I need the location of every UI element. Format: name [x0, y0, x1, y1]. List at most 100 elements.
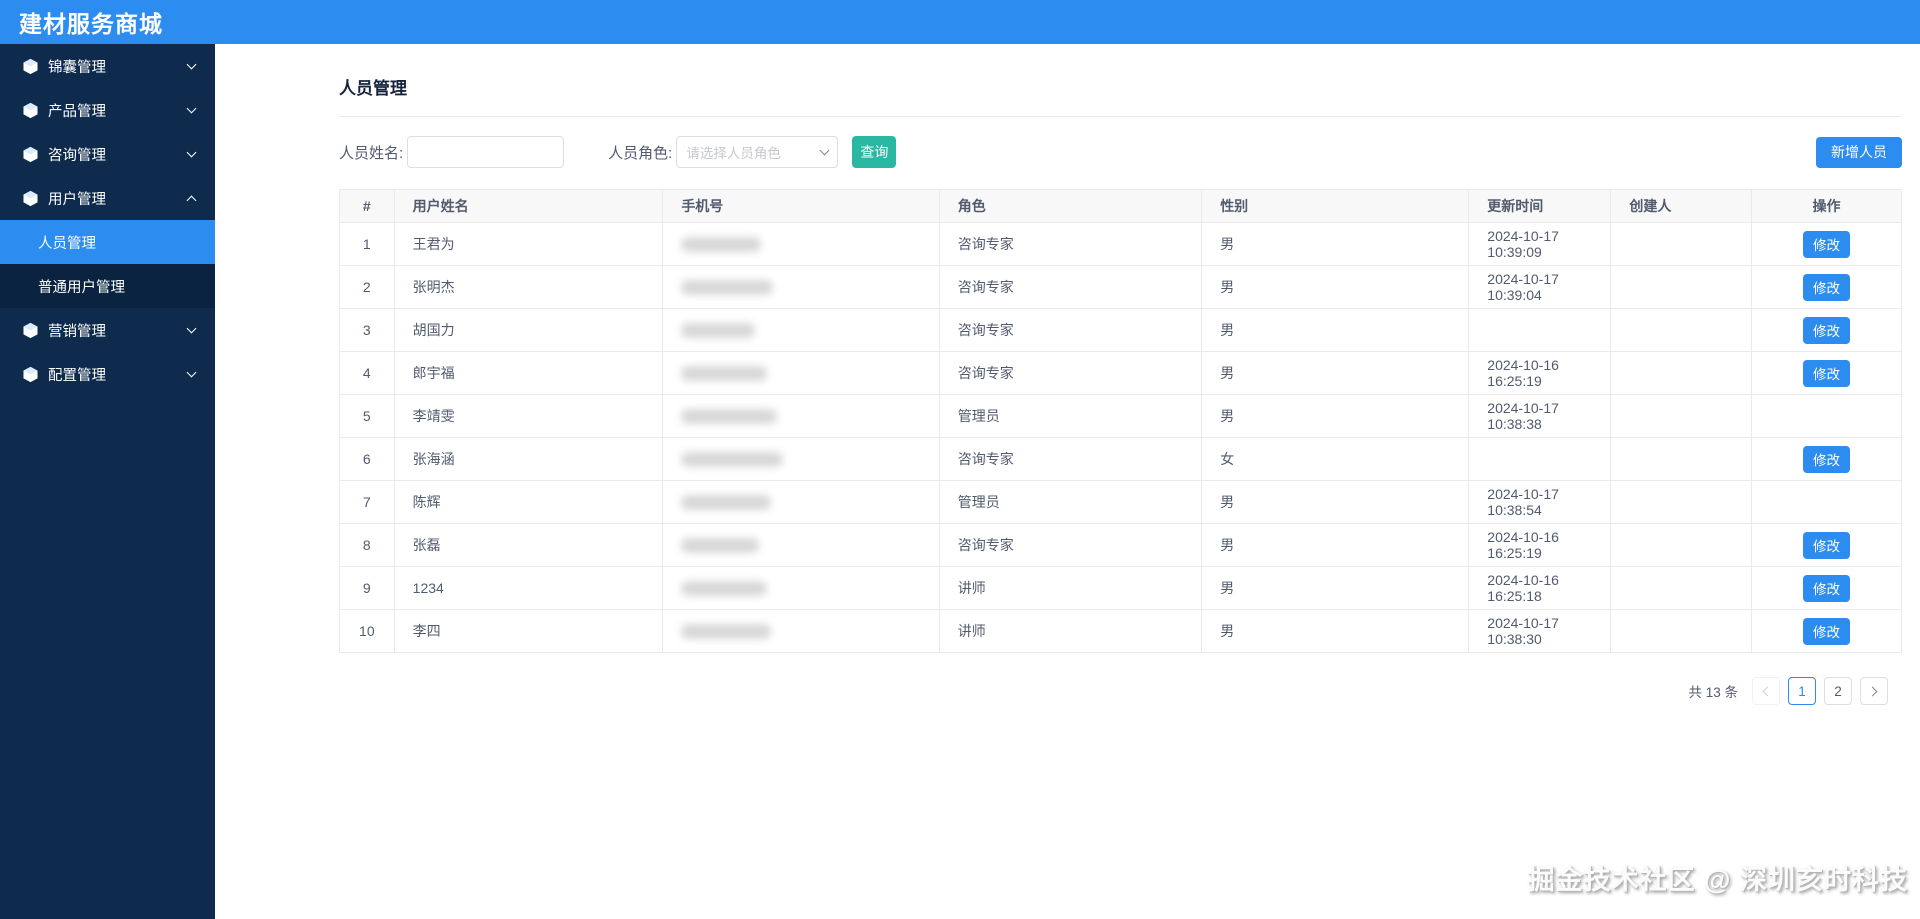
cell-index: 6 — [339, 437, 395, 481]
cell-phone — [662, 351, 940, 395]
cell-phone — [662, 480, 940, 524]
page-title: 人员管理 — [339, 58, 1902, 117]
pagination-next-button[interactable] — [1860, 677, 1888, 705]
cell-creator — [1610, 222, 1752, 266]
sidebar-item-config[interactable]: 配置管理 — [0, 352, 215, 396]
table-row: 9 1234 讲师 男 2024-10-16 16:25:18 修改 — [339, 566, 1902, 610]
cell-actions: 修改 — [1751, 222, 1902, 266]
search-button[interactable]: 查询 — [852, 136, 897, 168]
sidebar-item-user[interactable]: 用户管理 — [0, 176, 215, 220]
cell-creator — [1610, 437, 1752, 481]
sidebar-item-jinnang[interactable]: 锦囊管理 — [0, 44, 215, 88]
col-gender: 性别 — [1201, 189, 1470, 223]
cell-phone — [662, 566, 940, 610]
edit-button[interactable]: 修改 — [1803, 359, 1850, 387]
role-filter-label: 人员角色: — [608, 144, 673, 162]
sidebar-subitem-label: 人员管理 — [38, 235, 96, 252]
cell-index: 5 — [339, 394, 395, 438]
sidebar-subitem-label: 普通用户管理 — [38, 279, 125, 296]
cell-updated: 2024-10-17 10:39:04 — [1468, 265, 1612, 309]
cube-icon — [23, 102, 38, 118]
cell-creator — [1610, 609, 1752, 653]
edit-button[interactable]: 修改 — [1803, 316, 1850, 344]
sidebar-item-product[interactable]: 产品管理 — [0, 88, 215, 132]
filter-bar: 人员姓名: 人员角色: 请选择人员角色 查询 新增人员 — [339, 136, 1902, 168]
name-filter-input[interactable] — [407, 136, 565, 168]
col-phone: 手机号 — [662, 189, 940, 223]
role-filter-select[interactable]: 请选择人员角色 — [676, 136, 839, 168]
cell-index: 7 — [339, 480, 395, 524]
chevron-left-icon — [1762, 686, 1773, 696]
sidebar-item-personnel[interactable]: 人员管理 — [0, 220, 215, 264]
cell-index: 8 — [339, 523, 395, 567]
sidebar-item-label: 营销管理 — [48, 323, 106, 340]
edit-button[interactable]: 修改 — [1803, 230, 1850, 258]
pagination-page-2[interactable]: 2 — [1824, 677, 1852, 705]
cell-name: 1234 — [393, 566, 664, 610]
cube-icon — [23, 58, 38, 74]
cell-gender: 男 — [1201, 351, 1470, 395]
cell-updated: 2024-10-17 10:38:30 — [1468, 609, 1612, 653]
cell-updated — [1468, 308, 1612, 352]
edit-button[interactable]: 修改 — [1803, 617, 1850, 645]
cell-updated: 2024-10-17 10:38:54 — [1468, 480, 1612, 524]
add-personnel-button[interactable]: 新增人员 — [1816, 136, 1902, 168]
cell-name: 陈辉 — [393, 480, 664, 524]
cell-index: 2 — [339, 265, 395, 309]
cell-gender: 女 — [1201, 437, 1470, 481]
sidebar: 锦囊管理 产品管理 咨询管理 用户管理 人员管理 普通用户管理 — [0, 44, 215, 919]
watermark: 掘金技术社区 @ 深圳亥时科技 — [1527, 865, 1908, 895]
sidebar-item-label: 锦囊管理 — [48, 59, 106, 76]
table-row: 3 胡国力 咨询专家 男 修改 — [339, 308, 1902, 352]
col-actions: 操作 — [1751, 189, 1902, 223]
cell-creator — [1610, 523, 1752, 567]
pagination-page-1[interactable]: 1 — [1788, 677, 1816, 705]
table-row: 1 王君为 咨询专家 男 2024-10-17 10:39:09 修改 — [339, 222, 1902, 266]
cell-index: 9 — [339, 566, 395, 610]
chevron-up-icon — [186, 195, 197, 205]
cell-actions: 修改 — [1751, 566, 1902, 610]
cell-gender: 男 — [1201, 609, 1470, 653]
cell-creator — [1610, 566, 1752, 610]
edit-button[interactable]: 修改 — [1803, 273, 1850, 301]
main-content: 人员管理 人员姓名: 人员角色: 请选择人员角色 查询 新增人员 — [215, 44, 1920, 919]
chevron-down-icon — [819, 145, 830, 156]
col-updated: 更新时间 — [1468, 189, 1612, 223]
pagination-prev-button[interactable] — [1752, 677, 1780, 705]
table-row: 6 张海涵 咨询专家 女 修改 — [339, 437, 1902, 481]
phone-redacted — [681, 408, 778, 424]
cell-role: 管理员 — [938, 480, 1203, 524]
cell-role: 咨询专家 — [938, 523, 1203, 567]
cell-gender: 男 — [1201, 523, 1470, 567]
app-title: 建材服务商城 — [19, 11, 163, 37]
phone-redacted — [681, 580, 768, 596]
cell-updated: 2024-10-17 10:38:38 — [1468, 394, 1612, 438]
cell-creator — [1610, 308, 1752, 352]
sidebar-item-marketing[interactable]: 营销管理 — [0, 308, 215, 352]
pagination-total: 共 13 条 — [1688, 685, 1738, 700]
cell-creator — [1610, 351, 1752, 395]
sidebar-item-label: 咨询管理 — [48, 147, 106, 164]
cell-actions: 修改 — [1751, 523, 1902, 567]
cell-name: 张磊 — [393, 523, 664, 567]
edit-button[interactable]: 修改 — [1803, 531, 1850, 559]
edit-button[interactable]: 修改 — [1803, 445, 1850, 473]
cube-icon — [23, 190, 38, 206]
sidebar-item-normal-users[interactable]: 普通用户管理 — [0, 264, 215, 308]
cell-index: 1 — [339, 222, 395, 266]
table-row: 2 张明杰 咨询专家 男 2024-10-17 10:39:04 修改 — [339, 265, 1902, 309]
cell-actions: 修改 — [1751, 308, 1902, 352]
sidebar-item-consult[interactable]: 咨询管理 — [0, 132, 215, 176]
cell-actions: 修改 — [1751, 351, 1902, 395]
col-index: # — [339, 189, 395, 223]
cell-gender: 男 — [1201, 566, 1470, 610]
phone-redacted — [681, 365, 768, 381]
name-filter-label: 人员姓名: — [339, 144, 404, 162]
cell-actions: 修改 — [1751, 394, 1902, 438]
edit-button[interactable]: 修改 — [1803, 574, 1850, 602]
cell-gender: 男 — [1201, 394, 1470, 438]
phone-redacted — [681, 623, 772, 639]
cell-index: 10 — [339, 609, 395, 653]
table-header-row: # 用户姓名 手机号 角色 性别 更新时间 创建人 操作 — [339, 189, 1902, 223]
phone-redacted — [681, 451, 784, 467]
